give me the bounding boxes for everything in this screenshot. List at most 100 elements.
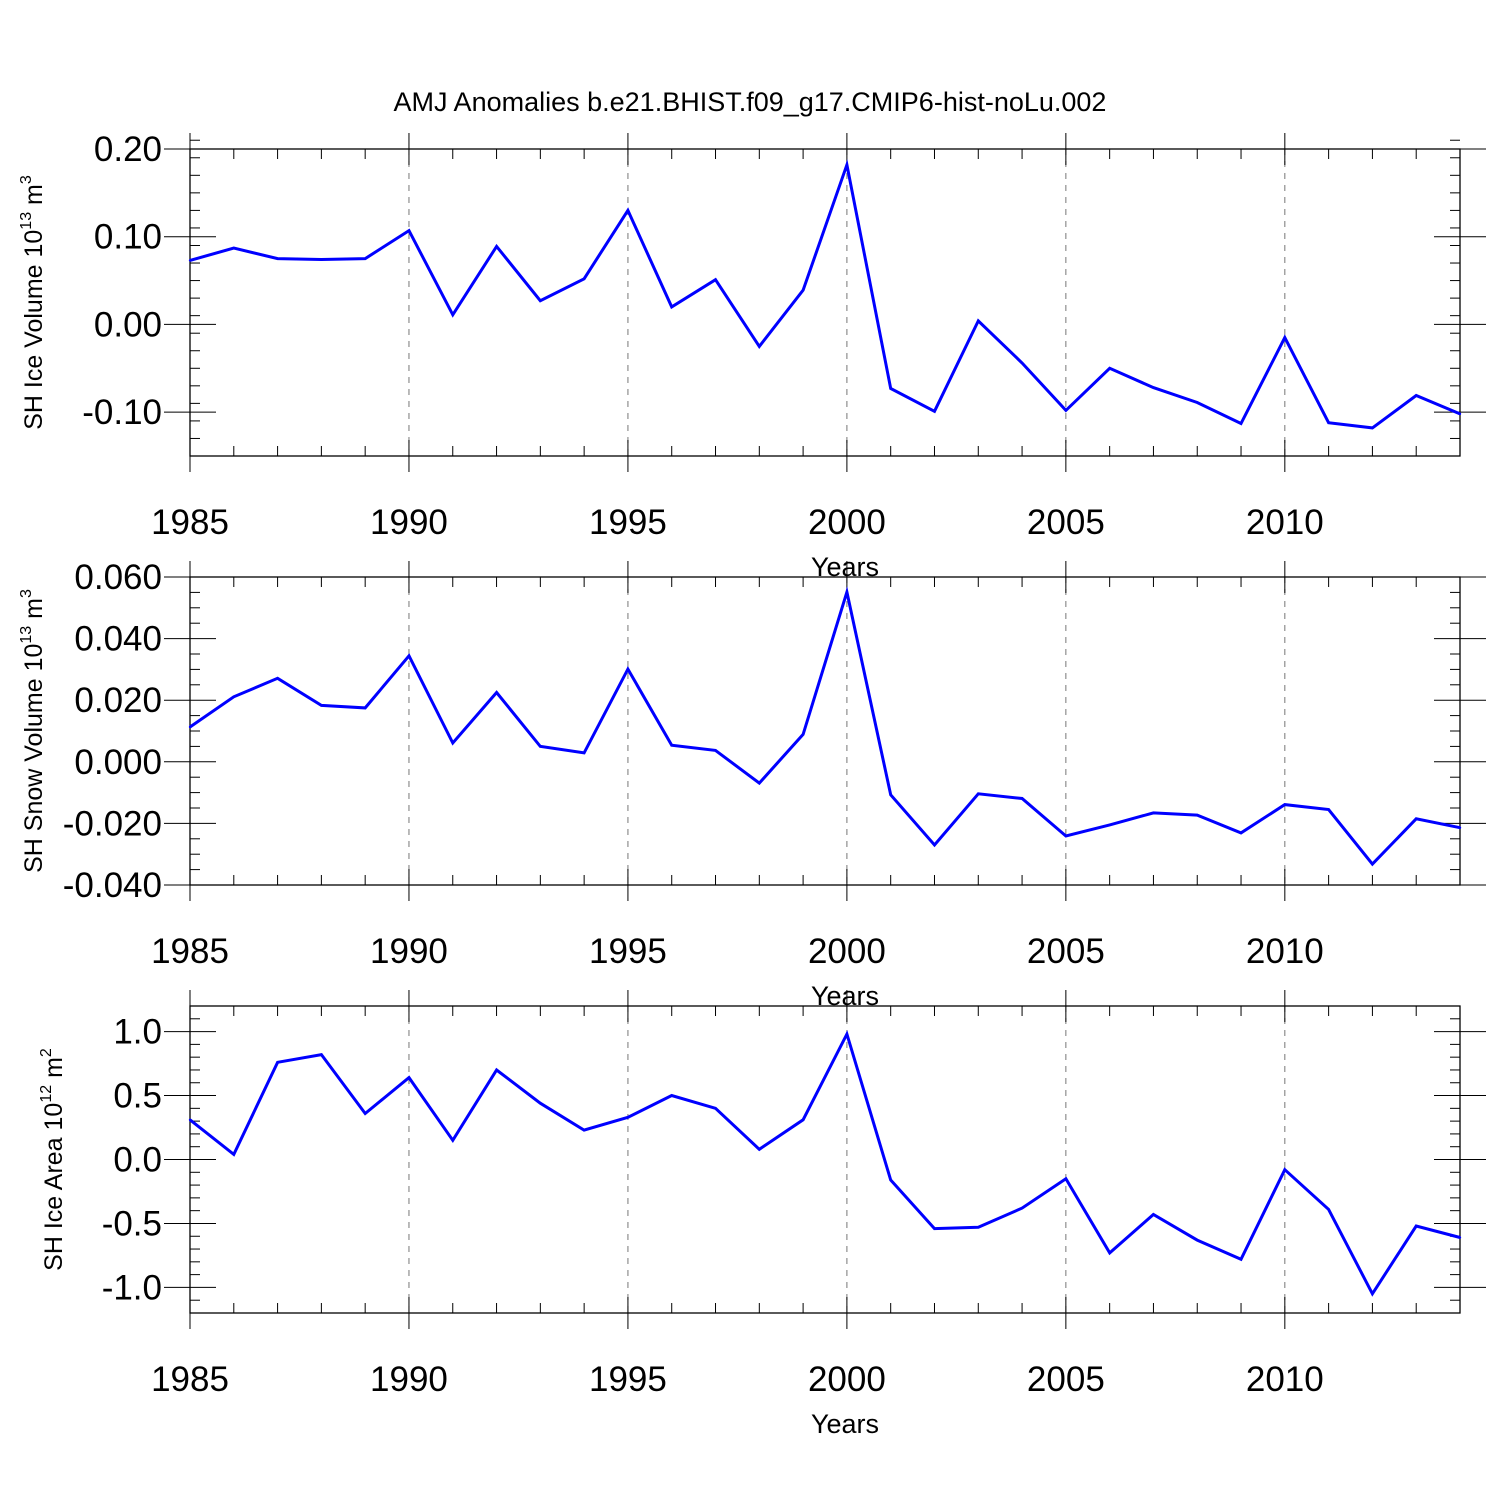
- data-point: [1415, 817, 1418, 820]
- data-point: [889, 1178, 892, 1182]
- data-point: [276, 1061, 279, 1064]
- data-point: [1108, 823, 1111, 827]
- data-point: [845, 1032, 849, 1036]
- data-point: [539, 1102, 542, 1105]
- data-point: [276, 677, 279, 680]
- data-point: [1196, 401, 1199, 404]
- series-line: [189, 1030, 1461, 1297]
- data-point: [670, 743, 673, 747]
- y-tick-label: -0.020: [63, 804, 162, 843]
- data-point: [801, 289, 805, 292]
- plot-frame: [189, 148, 1461, 457]
- y-tick-label: -0.5: [102, 1204, 162, 1243]
- data-point: [1108, 367, 1111, 370]
- data-point: [582, 277, 586, 281]
- data-point: [451, 313, 454, 316]
- x-tick-label: 1995: [589, 932, 667, 971]
- data-point: [1152, 1213, 1155, 1216]
- data-point: [758, 345, 761, 348]
- y-axis-title-superscript: 13: [18, 212, 35, 230]
- y-tick-label: 0.0: [113, 1141, 162, 1180]
- data-point: [1064, 409, 1068, 412]
- data-point: [320, 704, 323, 707]
- panel-ice-area: 1985 1990 1995 2000 2005 2010 1.0 0.5 0.0 -0.5 -1.…: [38, 990, 1486, 1439]
- series-line: [189, 586, 1461, 867]
- x-tick-label: 1995: [589, 503, 667, 542]
- data-point: [758, 1148, 761, 1151]
- data-point: [407, 654, 411, 658]
- data-point: [539, 299, 542, 302]
- data-point: [1415, 394, 1418, 397]
- panel-snow-volume: 1985 1990 1995 2000 2005 2010 0.060 0.040 0.020 0…: [18, 558, 1486, 1011]
- y-tick-label: -0.10: [82, 393, 162, 432]
- y-tick-label: -1.0: [102, 1268, 162, 1307]
- data-point: [1064, 1177, 1068, 1180]
- data-point: [801, 733, 805, 736]
- y-axis-title: SH Snow Volume 1013 m3: [18, 589, 48, 873]
- chart-title: AMJ Anomalies b.e21.BHIST.f09_g17.CMIP6-…: [394, 87, 1107, 117]
- data-point: [363, 706, 367, 710]
- x-tick-label: 2010: [1246, 1360, 1324, 1399]
- data-point: [1327, 808, 1330, 811]
- data-point: [933, 1227, 936, 1230]
- y-axis-title-part: m: [40, 1057, 68, 1085]
- data-point: [1327, 421, 1330, 424]
- x-tick-label: 1985: [151, 1360, 229, 1399]
- data-point: [1239, 831, 1243, 835]
- data-point: [1064, 834, 1068, 838]
- data-point: [407, 1076, 411, 1079]
- data-point: [1458, 412, 1462, 416]
- data-point: [1152, 811, 1155, 815]
- y-tick-label: -0.040: [63, 866, 162, 905]
- y-axis-title-superscript: 3: [18, 175, 35, 184]
- data-point: [1196, 1238, 1199, 1242]
- plot-frame: [189, 1005, 1461, 1314]
- y-axis-title-part: m: [20, 598, 48, 626]
- y-tick-label: 0.060: [74, 558, 162, 597]
- y-axis-title-part: SH Ice Area 10: [40, 1103, 68, 1271]
- data-point: [1239, 1258, 1243, 1261]
- y-axis-title-part: SH Ice Volume 10: [20, 230, 48, 430]
- data-point: [670, 305, 673, 309]
- data-point: [232, 695, 235, 699]
- data-point: [232, 1153, 235, 1156]
- y-axis-title-part: SH Snow Volume 10: [20, 644, 48, 873]
- x-tick-label: 1990: [370, 1360, 448, 1399]
- data-point: [801, 1118, 805, 1122]
- data-point: [626, 209, 630, 212]
- y-tick-label: 0.00: [94, 305, 162, 344]
- data-point: [232, 246, 235, 250]
- data-point: [451, 741, 454, 745]
- data-point: [1458, 826, 1462, 829]
- x-tick-label: 2000: [808, 1360, 886, 1399]
- data-point: [188, 259, 192, 262]
- data-point: [1020, 797, 1024, 800]
- data-point: [276, 257, 279, 260]
- data-point: [714, 749, 717, 752]
- y-axis-title-superscript: 3: [18, 589, 35, 598]
- x-tick-label: 1985: [151, 932, 229, 971]
- data-point: [363, 257, 367, 260]
- data-point: [363, 1112, 367, 1115]
- panel-ice-volume: 1985 1990 1995 2000 2005 2010 0.20 0.10 0.00 -0.1…: [18, 130, 1486, 582]
- data-point: [320, 1053, 323, 1056]
- data-point: [977, 1226, 980, 1229]
- y-tick-label: 0.5: [113, 1077, 162, 1116]
- data-point: [582, 751, 586, 755]
- x-tick-label: 1990: [370, 932, 448, 971]
- data-point: [451, 1139, 454, 1142]
- y-tick-label: 1.0: [113, 1013, 162, 1052]
- data-point: [1371, 862, 1374, 866]
- y-tick-label: 0.040: [74, 620, 162, 659]
- data-point: [1020, 361, 1024, 365]
- data-point: [889, 793, 892, 796]
- data-point: [977, 319, 980, 323]
- data-point: [626, 1116, 630, 1119]
- data-point: [1283, 1168, 1287, 1171]
- x-tick-label: 1995: [589, 1360, 667, 1399]
- x-tick-label: 2000: [808, 932, 886, 971]
- y-axis-title: SH Ice Volume 1013 m3: [18, 175, 48, 430]
- data-point: [889, 387, 892, 390]
- data-point: [1152, 386, 1155, 389]
- data-point: [1415, 1224, 1418, 1228]
